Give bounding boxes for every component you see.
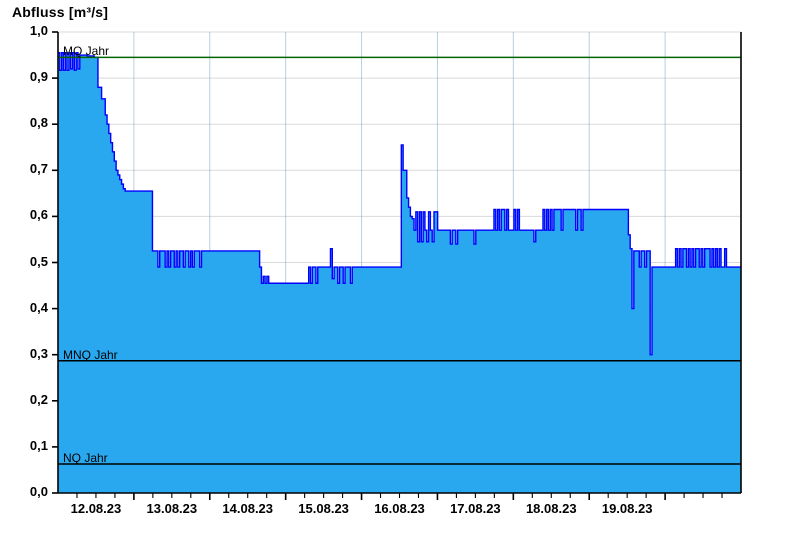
reference-label-mq-jahr: MQ Jahr	[63, 44, 110, 59]
y-axis-tick-label: 0,7	[29, 161, 48, 177]
y-axis-tick-label: 0,1	[29, 437, 48, 453]
x-axis-tick-label: 18.08.23	[525, 501, 577, 516]
y-axis-tick-label: 0,2	[29, 391, 48, 407]
y-axis-tick-label: 0,5	[29, 253, 48, 269]
series-line-abfluss	[58, 52, 741, 356]
reference-label-nq-jahr: NQ Jahr	[63, 450, 108, 465]
reference-label-mnq-jahr: MNQ Jahr	[63, 347, 118, 362]
x-axis-tick-label: 12.08.23	[70, 501, 122, 516]
y-axis-tick-label: 0,0	[29, 484, 48, 499]
y-axis-tick-label: 0,4	[29, 299, 48, 315]
x-axis-tick-label: 14.08.23	[222, 501, 274, 516]
y-axis-tick-label: 0,8	[29, 115, 48, 131]
x-axis-tick-label: 19.08.23	[601, 501, 653, 516]
x-axis-tick-label: 15.08.23	[298, 501, 349, 516]
x-axis-tick-label: 17.08.23	[450, 501, 501, 516]
y-axis-tick-label: 0,3	[29, 345, 48, 361]
y-axis-tick-label: 0,9	[29, 69, 48, 85]
chart-title: Abfluss [m³/s]	[12, 4, 109, 20]
series-area-abfluss	[58, 52, 741, 493]
y-axis-tick-label: 1,0	[29, 23, 48, 38]
y-axis-tick-label: 0,6	[29, 207, 48, 223]
x-axis-tick-label: 13.08.23	[146, 501, 198, 516]
x-axis-tick-label: 16.08.23	[374, 501, 425, 516]
